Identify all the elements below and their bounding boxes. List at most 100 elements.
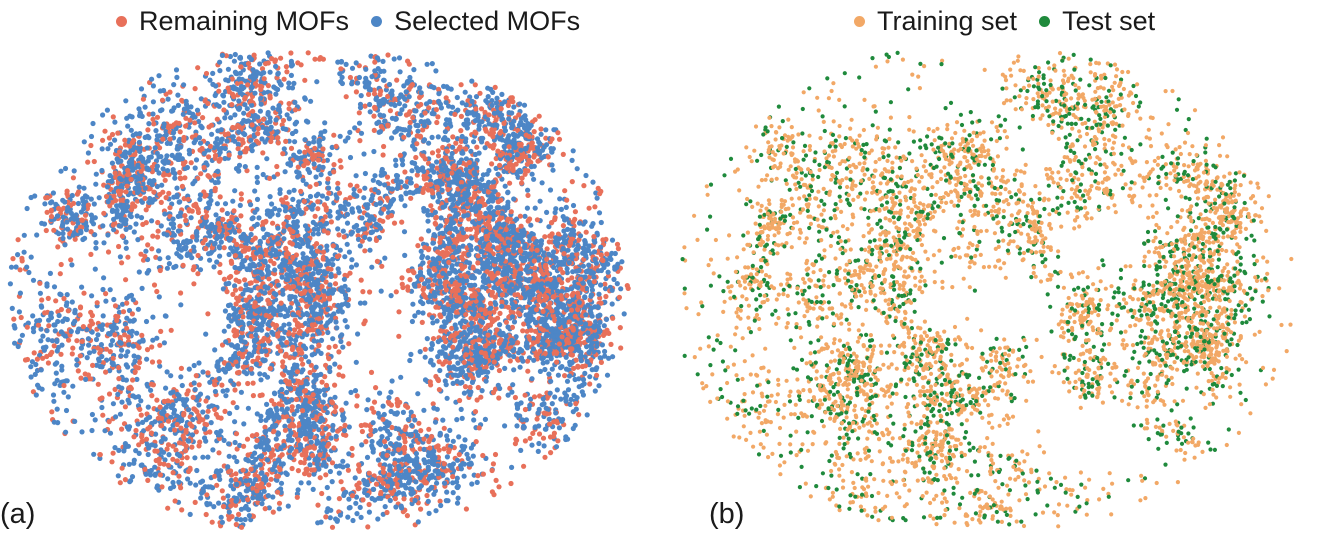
scatter-point-remaining-mofs: [555, 438, 561, 444]
legend-a: Remaining MOFs Selected MOFs: [116, 4, 602, 38]
scatter-point-selected-mofs: [417, 349, 423, 355]
scatter-point-selected-mofs: [420, 260, 426, 266]
scatter-point-selected-mofs: [208, 420, 214, 426]
scatter-point-selected-mofs: [81, 185, 87, 191]
scatter-point-remaining-mofs: [372, 59, 378, 65]
scatter-point-remaining-mofs: [315, 199, 321, 205]
scatter-point-remaining-mofs: [167, 89, 173, 95]
scatter-point-selected-mofs: [330, 256, 336, 262]
scatter-point-selected-mofs: [357, 504, 363, 510]
scatter-point-selected-mofs: [242, 102, 248, 108]
scatter-point-remaining-mofs: [347, 74, 353, 81]
scatter-point-remaining-mofs: [337, 158, 343, 164]
scatter-point-remaining-mofs: [435, 148, 441, 154]
scatter-point-selected-mofs: [398, 374, 404, 380]
scatter-point-selected-mofs: [216, 244, 222, 250]
scatter-point-selected-mofs: [353, 494, 360, 500]
scatter-point-remaining-mofs: [347, 195, 353, 201]
scatter-point-selected-mofs: [381, 77, 387, 83]
scatter-point-remaining-mofs: [531, 394, 538, 400]
scatter-point-selected-mofs: [173, 67, 180, 73]
scatter-point-selected-mofs: [471, 139, 477, 145]
scatter-point-selected-mofs: [225, 66, 231, 72]
scatter-point-selected-mofs: [454, 500, 461, 506]
scatter-point-selected-mofs: [286, 116, 292, 122]
scatter-point-selected-mofs: [619, 259, 625, 265]
scatter-point-remaining-mofs: [542, 234, 548, 240]
scatter-point-remaining-mofs: [88, 251, 94, 257]
scatter-point-selected-mofs: [135, 306, 141, 312]
scatter-point-selected-mofs: [300, 251, 306, 257]
scatter-point-selected-mofs: [455, 495, 461, 501]
legend-label-remaining-mofs: Remaining MOFs: [139, 5, 350, 36]
scatter-point-selected-mofs: [541, 401, 547, 407]
scatter-point-selected-mofs: [218, 514, 224, 520]
scatter-point-selected-mofs: [446, 270, 453, 276]
scatter-point-selected-mofs: [256, 215, 262, 221]
scatter-point-remaining-mofs: [280, 199, 286, 205]
scatter-point-selected-mofs: [200, 409, 206, 415]
scatter-point-selected-mofs: [424, 336, 430, 342]
scatter-point-selected-mofs: [462, 89, 468, 95]
scatter-point-selected-mofs: [383, 443, 389, 449]
scatter-point-selected-mofs: [192, 165, 198, 171]
scatter-point-selected-mofs: [451, 197, 457, 203]
scatter-point-selected-mofs: [324, 484, 330, 491]
scatter-point-remaining-mofs: [490, 461, 496, 467]
scatter-point-remaining-mofs: [326, 190, 332, 196]
scatter-point-selected-mofs: [168, 373, 174, 379]
scatter-point-selected-mofs: [156, 248, 162, 254]
scatter-point-selected-mofs: [101, 275, 107, 281]
scatter-point-selected-mofs: [179, 382, 185, 389]
scatter-point-selected-mofs: [109, 338, 116, 344]
scatter-point-selected-mofs: [275, 212, 281, 218]
scatter-point-selected-mofs: [156, 294, 162, 300]
scatter-point-remaining-mofs: [270, 509, 276, 515]
scatter-point-selected-mofs: [156, 73, 162, 79]
scatter-point-selected-mofs: [258, 377, 264, 383]
scatter-point-selected-mofs: [349, 206, 355, 212]
scatter-point-selected-mofs: [457, 320, 463, 326]
scatter-point-selected-mofs: [342, 318, 348, 324]
scatter-point-selected-mofs: [205, 484, 211, 490]
scatter-point-selected-mofs: [115, 473, 121, 479]
scatter-point-remaining-mofs: [112, 332, 118, 338]
scatter-point-selected-mofs: [469, 78, 475, 84]
scatter-point-remaining-mofs: [617, 325, 623, 331]
scatter-point-selected-mofs: [171, 239, 177, 245]
scatter-point-remaining-mofs: [335, 180, 341, 186]
scatter-point-selected-mofs: [193, 157, 200, 163]
scatter-point-remaining-mofs: [70, 345, 76, 351]
scatter-point-selected-mofs: [285, 308, 291, 314]
scatter-point-remaining-mofs: [320, 56, 326, 62]
scatter-point-remaining-mofs: [303, 436, 309, 442]
scatter-point-remaining-mofs: [204, 422, 210, 428]
scatter-point-remaining-mofs: [153, 254, 159, 260]
scatter-point-selected-mofs: [430, 320, 436, 326]
scatter-point-selected-mofs: [402, 183, 408, 189]
scatter-point-selected-mofs: [112, 137, 118, 143]
scatter-point-selected-mofs: [440, 417, 446, 423]
scatter-point-selected-mofs: [276, 506, 282, 512]
scatter-point-remaining-mofs: [393, 289, 399, 295]
scatter-point-selected-mofs: [91, 451, 97, 457]
scatter-point-selected-mofs: [494, 95, 500, 101]
scatter-point-selected-mofs: [557, 196, 563, 202]
scatter-point-selected-mofs: [286, 80, 292, 86]
scatter-point-selected-mofs: [257, 371, 263, 377]
scatter-point-selected-mofs: [129, 328, 135, 334]
scatter-point-selected-mofs: [186, 366, 192, 372]
scatter-point-selected-mofs: [383, 87, 389, 93]
scatter-point-remaining-mofs: [564, 292, 570, 299]
scatter-point-selected-mofs: [85, 150, 91, 156]
scatter-point-selected-mofs: [340, 228, 346, 234]
scatter-point-selected-mofs: [391, 56, 397, 62]
scatter-point-remaining-mofs: [362, 103, 368, 109]
scatter-plot-a: [7, 50, 631, 530]
scatter-point-remaining-mofs: [415, 103, 422, 109]
scatter-point-selected-mofs: [596, 291, 602, 297]
scatter-point-selected-mofs: [599, 342, 606, 348]
scatter-point-selected-mofs: [420, 310, 426, 316]
scatter-point-remaining-mofs: [176, 120, 182, 126]
scatter-point-selected-mofs: [354, 510, 360, 517]
